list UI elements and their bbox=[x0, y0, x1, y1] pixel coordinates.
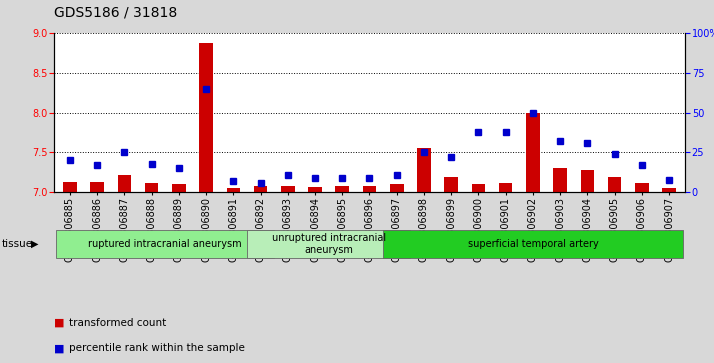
Text: superficial temporal artery: superficial temporal artery bbox=[468, 239, 598, 249]
Bar bbox=[444, 177, 458, 192]
Text: transformed count: transformed count bbox=[69, 318, 166, 328]
Bar bbox=[253, 186, 267, 192]
FancyBboxPatch shape bbox=[56, 230, 274, 258]
Bar bbox=[308, 187, 322, 192]
Text: ■: ■ bbox=[54, 318, 64, 328]
Bar bbox=[336, 186, 349, 192]
Bar bbox=[663, 188, 676, 192]
Bar bbox=[172, 184, 186, 192]
Bar bbox=[472, 184, 486, 192]
Bar bbox=[390, 184, 403, 192]
Text: GDS5186 / 31818: GDS5186 / 31818 bbox=[54, 5, 177, 20]
Text: ■: ■ bbox=[54, 343, 64, 354]
Bar bbox=[145, 183, 159, 192]
Bar bbox=[363, 186, 376, 192]
Bar bbox=[580, 170, 594, 192]
Bar bbox=[608, 177, 621, 192]
Bar bbox=[226, 188, 240, 192]
FancyBboxPatch shape bbox=[247, 230, 411, 258]
Bar bbox=[281, 186, 295, 192]
Bar bbox=[499, 183, 513, 192]
Bar bbox=[526, 113, 540, 192]
Text: ▶: ▶ bbox=[31, 239, 39, 249]
Bar bbox=[417, 148, 431, 192]
Text: percentile rank within the sample: percentile rank within the sample bbox=[69, 343, 245, 354]
Bar bbox=[199, 43, 213, 192]
Bar bbox=[90, 182, 104, 192]
Bar bbox=[63, 182, 76, 192]
FancyBboxPatch shape bbox=[383, 230, 683, 258]
Text: ruptured intracranial aneurysm: ruptured intracranial aneurysm bbox=[89, 239, 242, 249]
Bar bbox=[553, 168, 567, 192]
Bar bbox=[635, 183, 649, 192]
Text: tissue: tissue bbox=[1, 239, 33, 249]
Text: unruptured intracranial
aneurysm: unruptured intracranial aneurysm bbox=[271, 233, 386, 255]
Bar bbox=[118, 175, 131, 192]
